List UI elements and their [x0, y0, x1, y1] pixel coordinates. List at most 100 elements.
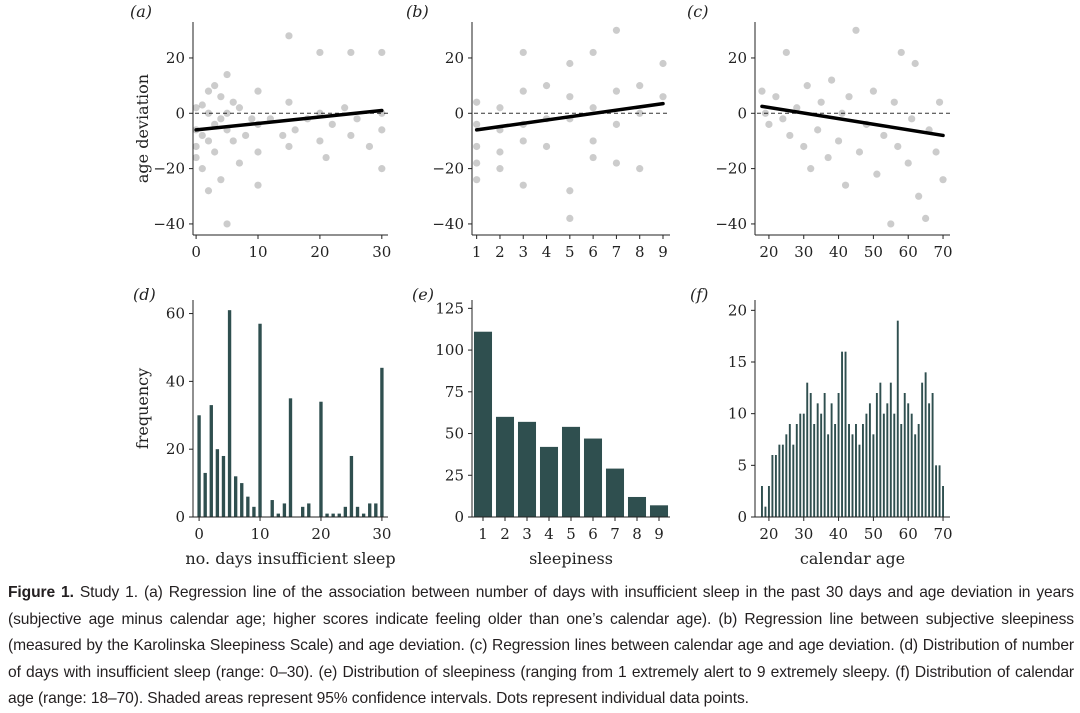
data-point: [473, 159, 481, 167]
bar: [875, 393, 878, 517]
data-point: [217, 115, 225, 123]
bar: [561, 426, 581, 517]
bar: [307, 503, 311, 517]
bar: [851, 434, 854, 517]
data-point: [772, 93, 780, 101]
data-point: [589, 48, 597, 57]
data-point: [915, 192, 923, 200]
data-point: [347, 48, 355, 57]
y-tick-label: 0: [737, 508, 747, 526]
data-point: [242, 131, 250, 140]
x-tick-label: 2: [495, 243, 505, 261]
x-tick-label: 10: [248, 243, 267, 261]
y-axis-title: frequency: [133, 368, 152, 449]
data-point: [845, 93, 853, 101]
panel-label-a: (a): [130, 2, 152, 21]
y-tick-label: 0: [454, 508, 464, 526]
y-tick-label: −20: [715, 160, 747, 178]
data-point: [192, 142, 200, 151]
bar: [855, 424, 857, 517]
data-point: [473, 120, 481, 128]
bar: [816, 403, 819, 517]
data-point: [566, 187, 574, 195]
data-point: [204, 87, 213, 95]
bar: [349, 455, 354, 517]
data-point: [235, 104, 244, 112]
data-point: [897, 48, 905, 57]
data-point: [786, 131, 794, 140]
data-point: [612, 26, 621, 34]
y-tick-label: 100: [435, 341, 464, 359]
data-point: [807, 165, 815, 173]
data-point: [378, 48, 386, 57]
bar: [785, 434, 788, 517]
bar: [830, 403, 833, 517]
bar: [209, 405, 213, 517]
y-tick-label: 0: [454, 104, 464, 122]
x-tick-label: 70: [933, 525, 952, 543]
x-tick-label: 3: [518, 243, 528, 261]
data-point: [932, 148, 940, 156]
bar: [788, 424, 791, 517]
x-tick-label: 4: [542, 243, 552, 261]
data-point: [887, 220, 895, 228]
data-point: [852, 26, 860, 34]
x-tick-label: 30: [794, 243, 813, 261]
x-tick-label: 0: [191, 243, 201, 261]
bar: [473, 331, 493, 517]
data-point: [911, 59, 919, 68]
data-point: [229, 137, 237, 145]
bar: [380, 367, 384, 517]
data-point: [223, 109, 231, 117]
x-tick-label: 7: [612, 243, 622, 261]
data-point: [800, 142, 808, 151]
data-point: [636, 82, 644, 90]
bar: [886, 403, 889, 517]
y-tick-label: −40: [153, 215, 185, 233]
x-tick-label: 4: [544, 525, 554, 543]
x-tick-label: 60: [899, 525, 918, 543]
bar: [938, 465, 941, 517]
data-point: [316, 48, 324, 57]
caption-text: Study 1. (a) Regression line of the asso…: [8, 584, 1074, 707]
data-point: [659, 59, 667, 68]
data-point: [904, 159, 912, 167]
data-point: [229, 98, 237, 106]
data-point: [659, 93, 667, 101]
data-point: [542, 82, 551, 90]
y-tick-label: −40: [432, 215, 464, 233]
data-point: [880, 131, 888, 140]
data-point: [765, 120, 773, 128]
data-point: [204, 109, 213, 117]
data-point: [473, 176, 481, 184]
data-point: [782, 48, 790, 57]
data-point: [519, 137, 527, 145]
bar: [820, 413, 823, 517]
x-tick-label: 6: [588, 525, 598, 543]
data-point: [589, 104, 597, 112]
bar: [343, 506, 348, 517]
data-point: [198, 131, 206, 140]
bar: [900, 424, 903, 517]
data-point: [217, 176, 225, 184]
x-tick-label: 3: [522, 525, 532, 543]
data-point: [496, 148, 504, 156]
bar: [539, 446, 559, 517]
bar: [270, 500, 274, 517]
data-point: [378, 126, 386, 134]
data-point: [612, 159, 621, 167]
data-point: [873, 170, 881, 178]
data-point: [365, 142, 374, 151]
data-point: [378, 165, 386, 173]
x-tick-label: 30: [794, 525, 813, 543]
data-point: [198, 101, 206, 109]
data-point: [636, 109, 644, 117]
x-tick-label: 8: [635, 243, 645, 261]
data-point: [841, 181, 850, 189]
data-point: [566, 59, 574, 68]
data-point: [779, 115, 787, 123]
bar: [935, 465, 938, 517]
x-tick-label: 50: [864, 525, 883, 543]
bar: [233, 476, 238, 517]
data-point: [279, 131, 287, 140]
